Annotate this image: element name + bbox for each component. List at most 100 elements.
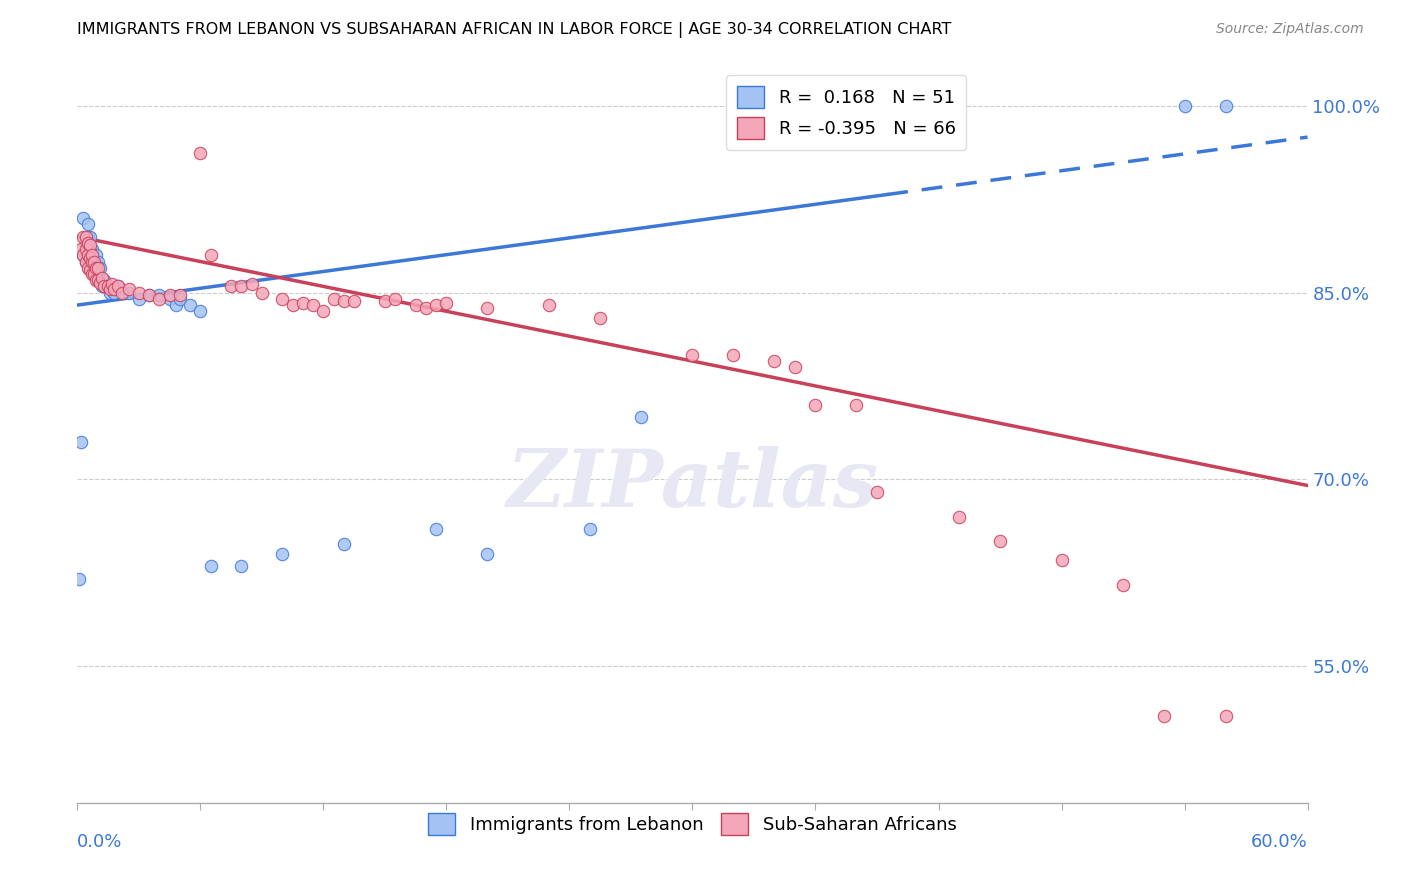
Point <box>75 242 97 256</box>
Point <box>415 301 437 315</box>
Point <box>76 235 98 250</box>
Point <box>101 277 124 291</box>
Point <box>333 294 356 309</box>
Point <box>72 229 94 244</box>
Point <box>231 279 253 293</box>
Point <box>250 285 273 300</box>
Point <box>107 279 129 293</box>
Point <box>165 298 187 312</box>
Point <box>425 522 447 536</box>
Point <box>988 534 1011 549</box>
Point <box>93 279 115 293</box>
Point <box>855 112 877 126</box>
Point <box>1215 708 1237 723</box>
Point <box>79 238 101 252</box>
Point <box>117 282 139 296</box>
Point <box>200 559 222 574</box>
Point <box>83 267 105 281</box>
Point <box>425 298 447 312</box>
Point <box>98 285 121 300</box>
Point <box>75 254 97 268</box>
Point <box>84 267 107 281</box>
Point <box>83 254 105 268</box>
Point <box>1215 99 1237 113</box>
Point <box>98 282 121 296</box>
Point <box>159 292 181 306</box>
Point <box>128 285 150 300</box>
Point <box>159 288 181 302</box>
Text: IMMIGRANTS FROM LEBANON VS SUBSAHARAN AFRICAN IN LABOR FORCE | AGE 30-34 CORRELA: IMMIGRANTS FROM LEBANON VS SUBSAHARAN AF… <box>77 22 952 38</box>
Point <box>876 112 898 126</box>
Point <box>107 279 129 293</box>
Point <box>93 273 115 287</box>
Legend: Immigrants from Lebanon, Sub-Saharan Africans: Immigrants from Lebanon, Sub-Saharan Afr… <box>420 805 965 842</box>
Point <box>80 267 103 281</box>
Point <box>84 248 107 262</box>
Point <box>79 260 101 275</box>
Text: Source: ZipAtlas.com: Source: ZipAtlas.com <box>1216 22 1364 37</box>
Point <box>169 292 191 306</box>
Point <box>75 235 97 250</box>
Point <box>80 254 103 268</box>
Point <box>89 260 111 275</box>
Point <box>763 354 786 368</box>
Point <box>75 254 97 268</box>
Point <box>70 434 93 449</box>
Point <box>477 301 499 315</box>
Point <box>80 248 103 262</box>
Point <box>87 273 110 287</box>
Point <box>72 248 94 262</box>
Point <box>866 484 889 499</box>
Point <box>322 292 344 306</box>
Point <box>312 304 335 318</box>
Point <box>148 292 170 306</box>
Point <box>579 522 602 536</box>
Point <box>333 537 356 551</box>
Point <box>76 217 98 231</box>
Point <box>103 285 125 300</box>
Point <box>231 559 253 574</box>
Point <box>79 263 101 277</box>
Point <box>1174 99 1197 113</box>
Point <box>79 229 101 244</box>
Point <box>83 254 105 268</box>
Point <box>240 277 263 291</box>
Point <box>84 260 107 275</box>
Point <box>87 254 110 268</box>
Point <box>75 229 97 244</box>
Point <box>79 242 101 256</box>
Point <box>682 348 704 362</box>
Point <box>138 288 160 302</box>
Point <box>825 130 848 145</box>
Point <box>89 273 111 287</box>
Point <box>630 410 652 425</box>
Point <box>79 251 101 265</box>
Point <box>477 547 499 561</box>
Point <box>76 229 98 244</box>
Point <box>76 248 98 262</box>
Point <box>84 273 107 287</box>
Point <box>72 211 94 225</box>
Point <box>138 288 160 302</box>
Point <box>87 273 110 287</box>
Point <box>1050 553 1073 567</box>
Point <box>103 282 125 296</box>
Point <box>117 285 139 300</box>
Text: 60.0%: 60.0% <box>1251 833 1308 851</box>
Point <box>90 270 114 285</box>
Point <box>80 242 103 256</box>
Point <box>80 260 103 275</box>
Point <box>169 288 191 302</box>
Point <box>188 304 212 318</box>
Point <box>436 295 458 310</box>
Point <box>219 279 242 293</box>
Point <box>845 398 868 412</box>
Point <box>87 260 110 275</box>
Point <box>384 292 406 306</box>
Point <box>200 248 222 262</box>
Point <box>783 360 806 375</box>
Point <box>804 398 827 412</box>
Point <box>271 292 294 306</box>
Point <box>537 298 560 312</box>
Point <box>1112 578 1135 592</box>
